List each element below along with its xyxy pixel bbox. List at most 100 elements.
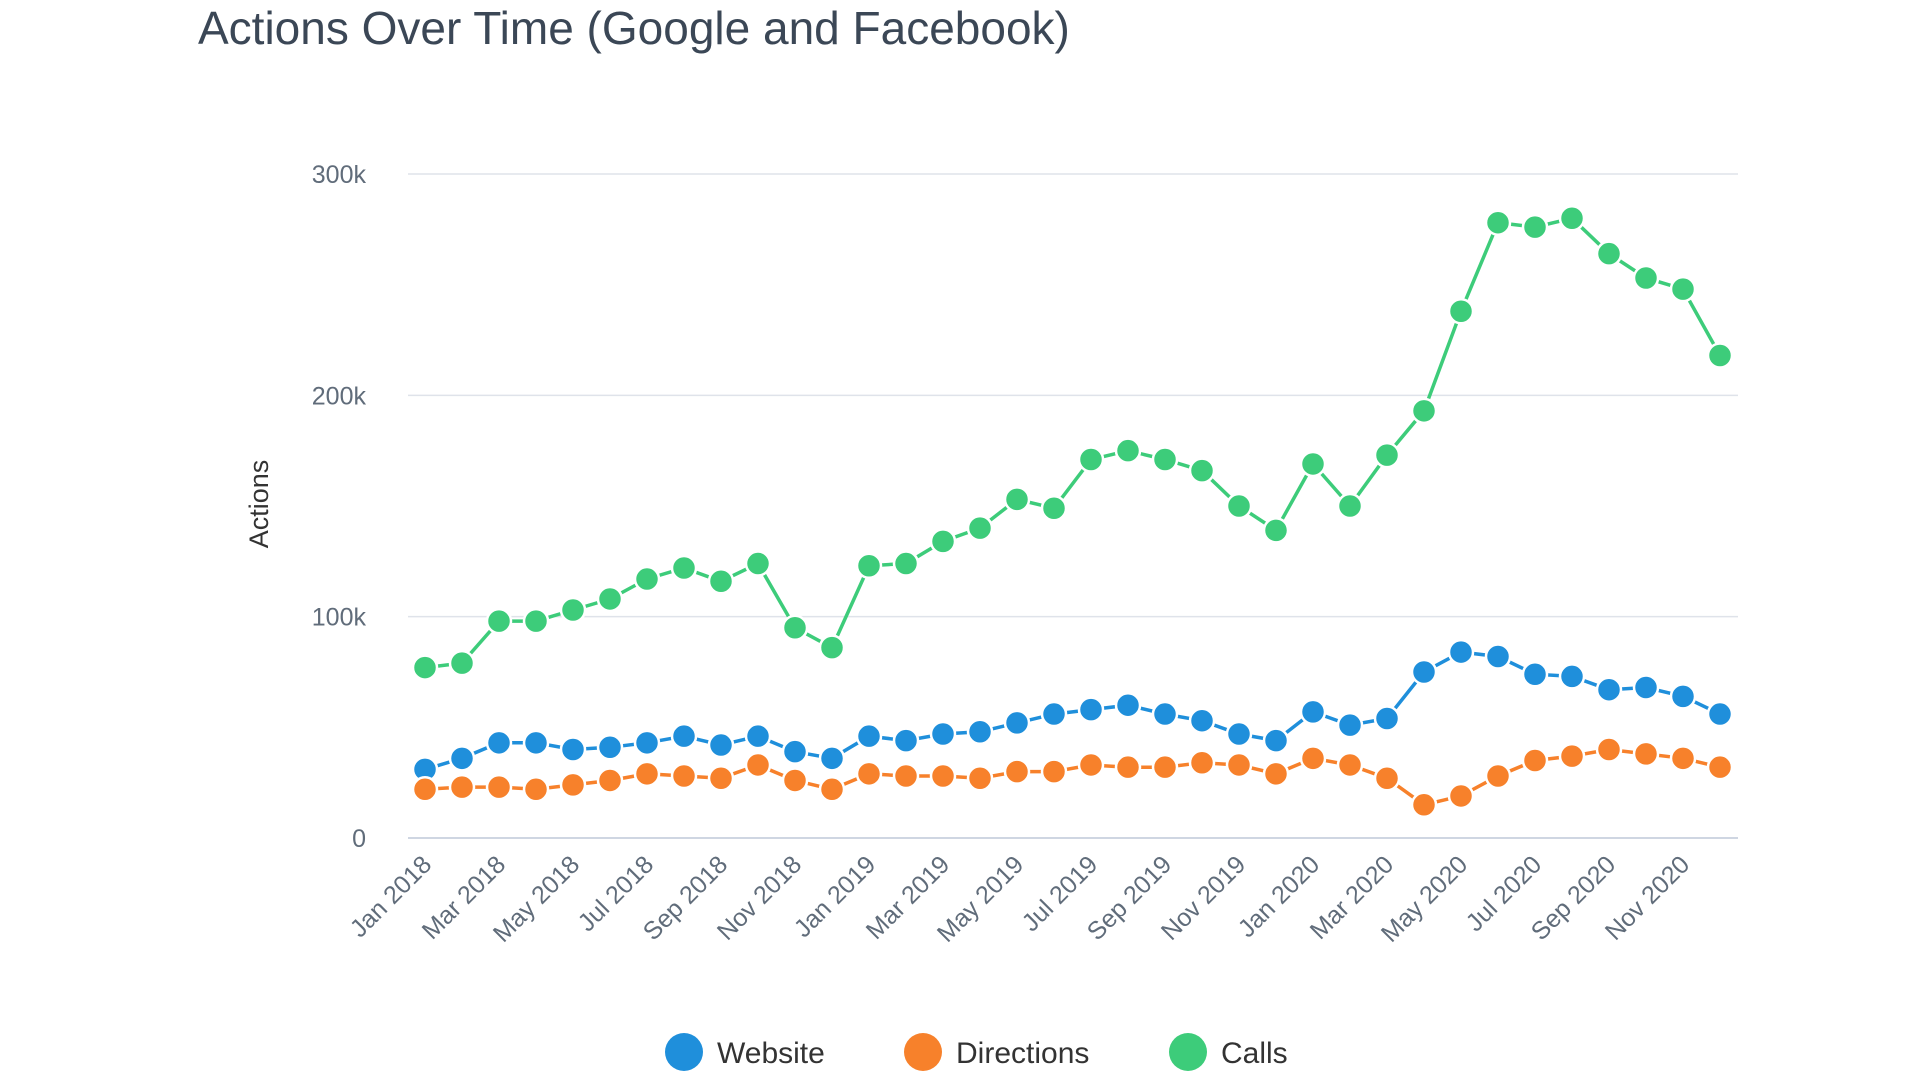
data-point-website[interactable]	[1706, 700, 1734, 728]
data-point-website[interactable]	[1373, 705, 1401, 732]
data-point-calls[interactable]	[707, 568, 735, 595]
data-point-calls[interactable]	[1410, 397, 1438, 425]
data-point-directions[interactable]	[1299, 745, 1327, 772]
data-point-directions[interactable]	[892, 762, 920, 790]
data-point-website[interactable]	[966, 718, 994, 746]
data-point-directions[interactable]	[670, 762, 698, 790]
data-point-website[interactable]	[855, 722, 883, 750]
data-point-calls[interactable]	[1447, 297, 1475, 325]
data-point-calls[interactable]	[1595, 240, 1623, 267]
data-point-directions[interactable]	[485, 773, 513, 801]
data-point-calls[interactable]	[1151, 446, 1179, 473]
data-point-calls[interactable]	[1632, 264, 1660, 292]
data-point-directions[interactable]	[1373, 764, 1401, 792]
data-point-website[interactable]	[1669, 683, 1697, 710]
data-point-website[interactable]	[596, 734, 624, 761]
data-point-calls[interactable]	[1040, 494, 1068, 522]
data-point-calls[interactable]	[1077, 446, 1105, 473]
data-point-calls[interactable]	[1373, 441, 1401, 469]
data-point-directions[interactable]	[1706, 753, 1734, 781]
data-point-website[interactable]	[1262, 727, 1290, 754]
data-point-website[interactable]	[1447, 638, 1475, 666]
data-point-website[interactable]	[1410, 658, 1438, 686]
data-point-website[interactable]	[744, 722, 772, 750]
data-point-directions[interactable]	[1262, 760, 1290, 788]
data-point-website[interactable]	[1151, 700, 1179, 728]
data-point-website[interactable]	[1114, 691, 1142, 719]
data-point-calls[interactable]	[485, 607, 513, 635]
data-point-calls[interactable]	[744, 550, 772, 577]
data-point-directions[interactable]	[929, 762, 957, 790]
data-point-calls[interactable]	[1706, 342, 1734, 369]
data-point-directions[interactable]	[1558, 742, 1586, 770]
data-point-calls[interactable]	[448, 649, 476, 677]
data-point-directions[interactable]	[855, 760, 883, 788]
data-point-website[interactable]	[1040, 700, 1068, 728]
data-point-directions[interactable]	[1632, 740, 1660, 768]
data-point-calls[interactable]	[818, 634, 846, 661]
data-point-website[interactable]	[1225, 720, 1253, 748]
data-point-directions[interactable]	[707, 764, 735, 792]
data-point-calls[interactable]	[1521, 213, 1549, 241]
data-point-website[interactable]	[707, 731, 735, 759]
data-point-calls[interactable]	[596, 585, 624, 613]
data-point-website[interactable]	[929, 720, 957, 748]
data-point-directions[interactable]	[818, 776, 846, 803]
data-point-directions[interactable]	[1484, 762, 1512, 790]
data-point-website[interactable]	[633, 729, 661, 757]
data-point-directions[interactable]	[781, 767, 809, 794]
data-point-website[interactable]	[1188, 707, 1216, 734]
data-point-website[interactable]	[1077, 696, 1105, 723]
data-point-directions[interactable]	[596, 767, 624, 794]
data-point-directions[interactable]	[1447, 782, 1475, 810]
data-point-calls[interactable]	[670, 554, 698, 582]
data-point-website[interactable]	[818, 745, 846, 772]
data-point-directions[interactable]	[744, 751, 772, 779]
data-point-calls[interactable]	[1484, 209, 1512, 236]
data-point-calls[interactable]	[1669, 275, 1697, 303]
data-point-calls[interactable]	[781, 614, 809, 641]
data-point-directions[interactable]	[1114, 753, 1142, 781]
data-point-directions[interactable]	[966, 764, 994, 792]
data-point-directions[interactable]	[1669, 745, 1697, 772]
data-point-calls[interactable]	[892, 550, 920, 577]
data-point-directions[interactable]	[1077, 751, 1105, 779]
data-point-calls[interactable]	[855, 552, 883, 580]
data-point-calls[interactable]	[1558, 205, 1586, 232]
data-point-directions[interactable]	[1188, 749, 1216, 776]
data-point-website[interactable]	[1299, 698, 1327, 726]
data-point-website[interactable]	[559, 736, 587, 763]
data-point-directions[interactable]	[559, 771, 587, 799]
data-point-directions[interactable]	[1003, 758, 1031, 785]
data-point-calls[interactable]	[966, 514, 994, 542]
data-point-directions[interactable]	[1521, 747, 1549, 774]
data-point-directions[interactable]	[1225, 751, 1253, 779]
data-point-calls[interactable]	[1225, 492, 1253, 520]
data-point-directions[interactable]	[1336, 751, 1364, 779]
data-point-website[interactable]	[1595, 676, 1623, 703]
data-point-calls[interactable]	[1262, 517, 1290, 544]
data-point-calls[interactable]	[1188, 457, 1216, 484]
data-point-calls[interactable]	[1114, 437, 1142, 464]
data-point-directions[interactable]	[411, 776, 439, 803]
data-point-directions[interactable]	[1040, 758, 1068, 785]
data-point-calls[interactable]	[1336, 492, 1364, 520]
data-point-calls[interactable]	[559, 596, 587, 624]
data-point-directions[interactable]	[1151, 753, 1179, 781]
data-point-directions[interactable]	[1595, 736, 1623, 763]
data-point-directions[interactable]	[522, 776, 550, 803]
data-point-website[interactable]	[1484, 643, 1512, 670]
legend[interactable]: Website Directions Calls	[665, 1033, 1288, 1071]
data-point-calls[interactable]	[1003, 486, 1031, 513]
data-point-website[interactable]	[485, 729, 513, 757]
data-point-calls[interactable]	[929, 528, 957, 555]
data-point-website[interactable]	[1521, 660, 1549, 688]
data-point-calls[interactable]	[411, 654, 439, 681]
data-point-website[interactable]	[448, 745, 476, 772]
data-point-directions[interactable]	[448, 773, 476, 801]
data-point-directions[interactable]	[633, 760, 661, 788]
data-point-website[interactable]	[670, 722, 698, 750]
data-point-website[interactable]	[522, 729, 550, 757]
legend-item-directions[interactable]: Directions	[904, 1033, 1089, 1071]
data-point-website[interactable]	[1558, 663, 1586, 690]
